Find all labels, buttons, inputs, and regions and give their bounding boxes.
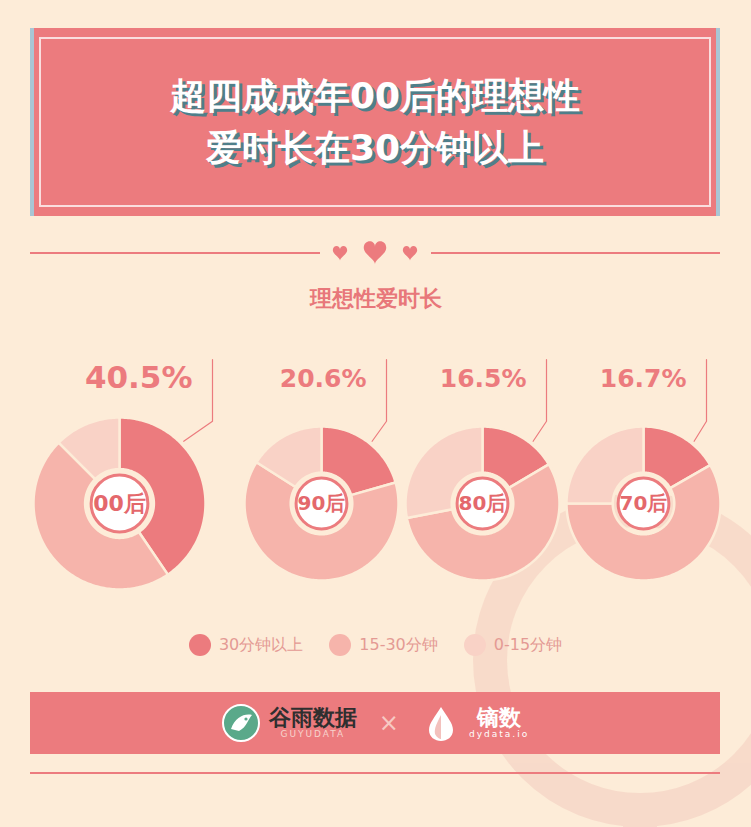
- html-text:dydata.io: dydata.io: [469, 729, 530, 740]
- html-text:0-15分钟: 0-15分钟: [493, 634, 563, 654]
- html-text:超四成成年00后的理想性爱时长在30分钟以上: 超四成成年00后的理想性爱时长在30分钟以上: [169, 74, 580, 168]
- html-text:30分钟以上: 30分钟以上: [218, 634, 304, 654]
- html-text:谷雨数据: 谷雨数据: [268, 705, 357, 730]
- svg-text:80后: 80后: [459, 491, 507, 515]
- svg-text:40.5%: 40.5%: [85, 359, 193, 395]
- svg-text:70后: 70后: [620, 491, 668, 515]
- html-text:GUYUDATA: GUYUDATA: [280, 729, 346, 740]
- svg-text:20.6%: 20.6%: [280, 364, 367, 393]
- svg-text:16.5%: 16.5%: [440, 364, 527, 393]
- html-text:镝数: 镝数: [477, 705, 521, 730]
- html-text:15-30分钟: 15-30分钟: [359, 634, 438, 654]
- html-text:理想性爱时长: 理想性爱时长: [309, 286, 442, 311]
- svg-text:90后: 90后: [298, 491, 346, 515]
- svg-text:16.7%: 16.7%: [600, 364, 687, 393]
- svg-text:00后: 00后: [93, 491, 146, 516]
